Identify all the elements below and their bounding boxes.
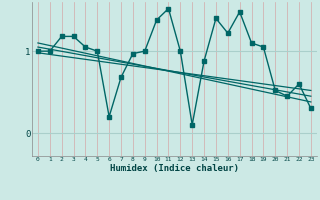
X-axis label: Humidex (Indice chaleur): Humidex (Indice chaleur) [110, 164, 239, 173]
